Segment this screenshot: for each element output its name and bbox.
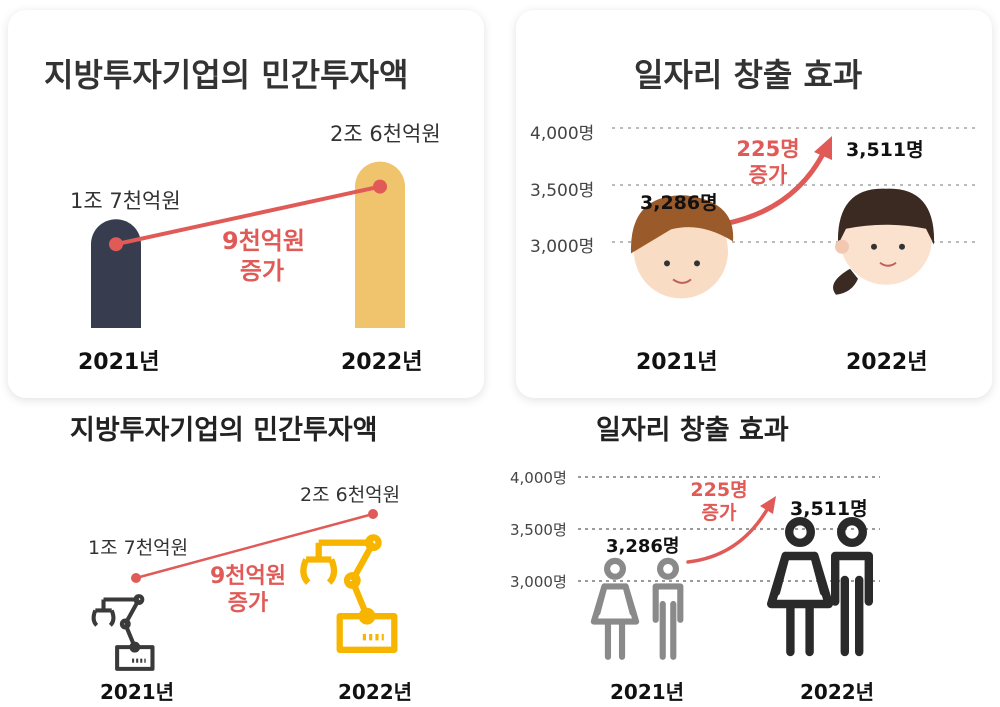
y-tick-3000-bottom: 3,000명 (510, 573, 567, 591)
increase-annotation: 225명 증가 (728, 136, 808, 188)
joint (129, 641, 141, 653)
increase-amount: 9천억원 (222, 227, 305, 255)
chart-title: 일자리 창출 효과 (634, 56, 863, 94)
hair (630, 195, 734, 254)
y-tick-3000: 3,000명 (530, 237, 595, 257)
chart-title-bottom-left: 지방투자기업의 민간투자액 (70, 415, 378, 446)
person-icon-man-2021 (652, 557, 684, 660)
value-label-2021: 1조 7천억원 (70, 189, 181, 213)
value-label-2022: 3,511명 (846, 139, 924, 161)
card-jobs-top: 일자리 창출 효과 4,000명 3,500명 3,000명 3,286명 3,… (516, 10, 992, 398)
body (590, 583, 640, 660)
eye-right (694, 260, 700, 267)
trend-line (135, 512, 374, 580)
increase-annotation-bottom-left: 9천억원 증가 (208, 563, 288, 617)
category-label-2021-bottom: 2021년 (610, 680, 685, 704)
increase-annotation-bottom-right: 225명 증가 (684, 479, 754, 525)
person-icon-man-2022 (830, 516, 874, 657)
mouth (672, 278, 692, 284)
bar-2021년 (91, 219, 141, 328)
girl-face-icon (833, 188, 935, 295)
bar-2022년 (355, 161, 405, 328)
gripper (91, 599, 116, 627)
investment-chart-top (91, 161, 405, 328)
category-label-2021: 2021년 (78, 350, 160, 375)
y-tick-4000-bottom: 4,000명 (510, 469, 567, 487)
chart-title-bottom-right: 일자리 창출 효과 (596, 415, 789, 446)
value-label-2021-bottom: 3,286명 (606, 536, 680, 557)
value-label-2021: 3,286명 (640, 192, 718, 214)
increase-word: 증가 (239, 257, 285, 285)
jobs-chart-top (612, 127, 976, 299)
category-label-2021-bottom: 2021년 (100, 680, 175, 704)
increase-arrowhead (814, 136, 832, 160)
joint (343, 572, 361, 589)
head (836, 516, 868, 548)
value-label-2022-bottom: 3,511명 (790, 498, 868, 520)
hair (837, 188, 935, 245)
trend-point-2022 (368, 509, 378, 519)
increase-amount: 225명 (736, 137, 800, 161)
category-label-2022: 2022년 (341, 350, 423, 375)
robot-arm-icon-2022 (300, 534, 398, 653)
increase-arrowhead (760, 496, 776, 514)
ear (835, 239, 849, 254)
joint (358, 607, 376, 625)
robot-arm-icon-2021 (91, 594, 155, 671)
head (657, 557, 679, 580)
increase-word: 증가 (748, 163, 788, 187)
person-icon-woman-2022 (766, 516, 834, 657)
increase-amount: 225명 (690, 479, 748, 501)
gripper (300, 542, 338, 585)
increase-arrow (686, 506, 770, 564)
base (336, 613, 398, 653)
increase-amount: 9천억원 (209, 564, 287, 589)
joint (119, 618, 131, 630)
chart-title: 지방투자기업의 민간투자액 (44, 56, 409, 94)
ponytail (833, 268, 858, 295)
eye-left (871, 243, 877, 250)
increase-word: 증가 (701, 502, 737, 524)
value-label-2022: 2조 6천억원 (330, 122, 441, 146)
y-tick-3500-bottom: 3,500명 (510, 521, 567, 539)
increase-word: 증가 (227, 591, 269, 616)
trend-line (115, 184, 381, 247)
body (830, 551, 874, 657)
mouth (879, 261, 897, 267)
eye-left (664, 260, 670, 267)
increase-annotation: 9천억원 증가 (222, 226, 305, 286)
trend-point-2021 (131, 573, 141, 583)
trend-point-2021년 (109, 237, 123, 252)
category-label-2022-bottom: 2022년 (338, 680, 413, 704)
body (766, 551, 834, 657)
head (784, 516, 816, 548)
category-label-2022-bottom: 2022년 (800, 680, 875, 704)
card-investment-top: 지방투자기업의 민간투자액 1조 7천억원 2조 6천억원 9천억원 증가 20… (8, 10, 484, 398)
person-icon-woman-2021 (590, 557, 640, 660)
body (652, 583, 684, 660)
trend-point-2022년 (373, 179, 387, 194)
category-label-2022: 2022년 (846, 350, 928, 375)
value-label-2021-bottom: 1조 7천억원 (88, 537, 189, 559)
eye-right (899, 243, 905, 250)
head (604, 557, 626, 580)
y-tick-4000: 4,000명 (530, 124, 595, 144)
y-tick-3500: 3,500명 (530, 181, 595, 201)
boy-face-icon (630, 195, 734, 299)
value-label-2022-bottom: 2조 6천억원 (300, 484, 401, 506)
category-label-2021: 2021년 (636, 350, 718, 375)
increase-arrow (721, 149, 827, 227)
